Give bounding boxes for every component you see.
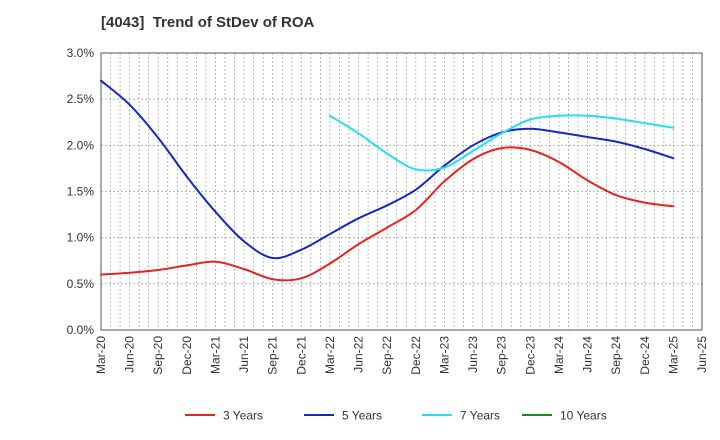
- plot-frame: [100, 52, 703, 331]
- legend: 3 Years 5 Years 7 Years 10 Years: [185, 409, 607, 423]
- series-line-5-years: [100, 79, 675, 260]
- x-tick-label: Mar-21: [208, 336, 222, 374]
- x-tick-label: Sep-21: [266, 336, 280, 375]
- x-tick-label: Dec-23: [523, 336, 537, 375]
- legend-label: 5 Years: [342, 409, 382, 423]
- x-tick-label: Jun-24: [581, 336, 595, 373]
- x-tick-label: Dec-22: [409, 336, 423, 375]
- x-tick-label: Mar-22: [323, 336, 337, 374]
- x-tick-label: Jun-20: [123, 336, 137, 373]
- legend-label: 10 Years: [560, 409, 607, 423]
- legend-label: 7 Years: [460, 409, 500, 423]
- y-tick-label: 0.5%: [67, 277, 95, 291]
- x-tick-label: Sep-20: [151, 336, 165, 375]
- y-axis: 0.0% 0.5% 1.0% 1.5% 2.0% 2.5% 3.0%: [67, 46, 95, 337]
- chart-title: [4043] Trend of StDev of ROA: [101, 14, 315, 31]
- x-tick-label: Sep-22: [380, 336, 394, 375]
- legend-label: 3 Years: [223, 409, 263, 423]
- y-tick-label: 0.0%: [67, 323, 95, 337]
- x-tick-label: Jun-23: [466, 336, 480, 373]
- y-tick-label: 3.0%: [67, 46, 95, 60]
- x-tick-label: Mar-25: [666, 336, 680, 374]
- x-tick-label: Sep-24: [609, 336, 623, 375]
- x-tick-label: Dec-21: [294, 336, 308, 375]
- x-axis: Mar-20 Jun-20 Sep-20 Dec-20 Mar-21 Jun-21 Sep-…: [94, 336, 709, 375]
- x-tick-label: Mar-20: [94, 336, 108, 374]
- series-line-7-years: [329, 114, 675, 172]
- y-tick-label: 1.0%: [67, 231, 95, 245]
- gridlines: [101, 53, 702, 330]
- x-tick-label: Jun-22: [352, 336, 366, 373]
- y-tick-label: 2.5%: [67, 92, 95, 106]
- x-tick-label: Mar-24: [552, 336, 566, 374]
- x-tick-label: Dec-24: [638, 336, 652, 375]
- y-tick-label: 2.0%: [67, 138, 95, 152]
- series-line-3-years: [100, 146, 675, 282]
- x-tick-label: Jun-21: [237, 336, 251, 373]
- x-tick-label: Jun-25: [695, 336, 709, 373]
- y-tick-label: 1.5%: [67, 185, 95, 199]
- x-tick-label: Sep-23: [495, 336, 509, 375]
- series-lines: [100, 79, 675, 282]
- x-tick-label: Mar-23: [437, 336, 451, 374]
- x-tick-label: Dec-20: [180, 336, 194, 375]
